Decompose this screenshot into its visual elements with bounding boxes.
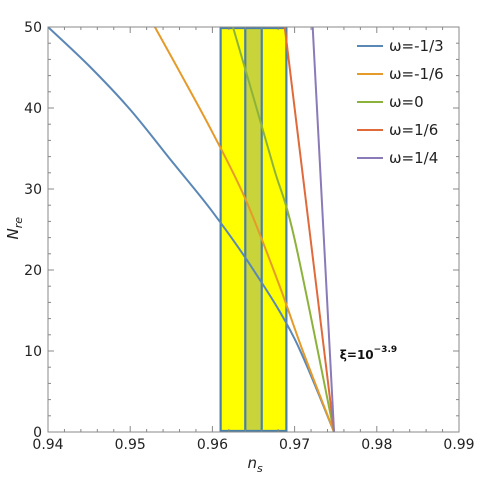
legend-label-2: ω=0 (389, 93, 424, 111)
legend-label-1: ω=-1/6 (389, 65, 444, 83)
y-tick-label-4: 40 (24, 101, 42, 117)
series-line-3 (283, 27, 336, 432)
legend: ω=-1/3 ω=-1/6 ω=0 ω=1/6 ω=1/4 (357, 37, 444, 167)
series-line-2 (231, 27, 336, 432)
legend-label-3: ω=1/6 (389, 121, 438, 139)
y-tick-label-5: 50 (24, 20, 42, 36)
axes-frame (47, 26, 460, 433)
xi-annotation-exponent: −3.9 (374, 345, 397, 355)
y-tick-label-3: 30 (24, 182, 42, 198)
ticks: 0.94 0.95 0.96 0.97 0.98 0.99 0 10 20 30 40 50 (24, 20, 474, 453)
series-line-4 (311, 27, 336, 432)
legend-label-0: ω=-1/3 (389, 37, 444, 55)
confidence-bands (219, 26, 288, 433)
y-tick-label-0: 0 (33, 425, 42, 441)
series-curves (48, 27, 336, 432)
y-axis-label-sub: re (12, 217, 25, 229)
x-tick-label-1: 0.95 (115, 437, 146, 453)
y-tick-label-1: 10 (24, 344, 42, 360)
legend-label-4: ω=1/4 (389, 149, 438, 167)
y-axis-label-main: N (4, 228, 22, 239)
band-1 (245, 27, 262, 432)
series-line-1 (153, 27, 335, 432)
x-axis-label: ns (248, 454, 264, 475)
series-line-0 (48, 27, 335, 432)
x-axis-label-sub: s (257, 462, 263, 475)
xi-annotation-base: ξ=10 (340, 348, 374, 362)
x-tick-label-3: 0.97 (279, 437, 310, 453)
y-tick-label-2: 20 (24, 263, 42, 279)
x-tick-label-5: 0.99 (443, 437, 474, 453)
plot-frame (47, 26, 460, 433)
x-tick-label-4: 0.98 (361, 437, 392, 453)
x-tick-label-0: 0.94 (32, 437, 63, 453)
xi-annotation: ξ=10−3.9 (340, 345, 397, 362)
x-tick-label-2: 0.96 (197, 437, 228, 453)
y-axis-label: Nre (4, 217, 25, 240)
x-axis-label-main: n (248, 454, 258, 472)
